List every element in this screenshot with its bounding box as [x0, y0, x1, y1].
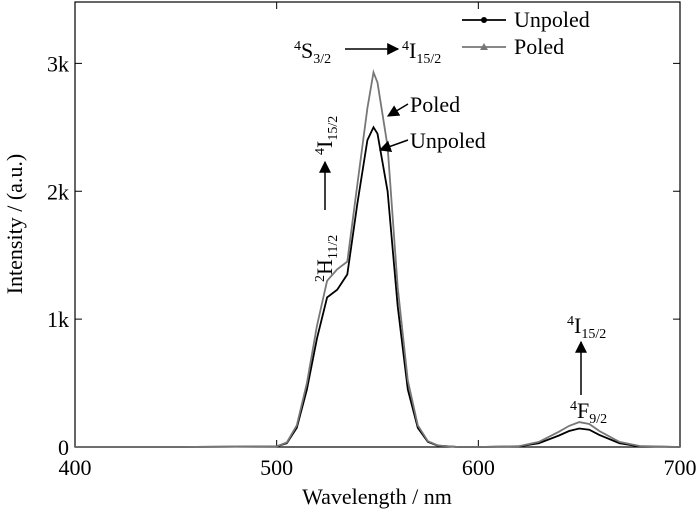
term-sub: 15/2	[326, 116, 341, 141]
legend-label: Unpoled	[514, 7, 590, 32]
legend-marker	[480, 43, 488, 50]
term-sup: 4	[402, 39, 409, 54]
term-base: I	[312, 141, 337, 148]
term-sup: 4	[294, 39, 301, 54]
transition-label: 4I15/2	[567, 313, 606, 342]
term-sup: 4	[570, 399, 577, 414]
term-sup: 2	[313, 275, 328, 282]
y-tick-label: 2k	[47, 179, 69, 204]
x-axis-label: Wavelength / nm	[302, 484, 452, 509]
y-tick-label: 3k	[47, 51, 69, 76]
term-sup: 4	[313, 148, 328, 155]
plot-frame	[74, 1, 681, 448]
transition-label: 4I15/2	[312, 116, 341, 155]
term-sub: 15/2	[581, 327, 606, 342]
term-sub: 3/2	[313, 52, 331, 67]
curve-label: Poled	[410, 92, 460, 117]
term-base: H	[312, 259, 337, 275]
transition-label: 4F9/2	[570, 398, 607, 427]
term-base: I	[409, 38, 416, 63]
legend-marker	[481, 17, 487, 23]
series-line	[75, 125, 681, 448]
x-tick-label: 700	[664, 455, 697, 480]
transition-label: 4I15/2	[402, 38, 441, 67]
curve-arrow	[386, 103, 409, 117]
x-tick-label: 500	[260, 455, 293, 480]
transition-label: 2H11/2	[312, 235, 341, 282]
term-base: F	[577, 398, 589, 423]
x-tick-label: 600	[462, 455, 495, 480]
y-tick-label: 1k	[47, 307, 69, 332]
term-sub: 15/2	[416, 52, 441, 67]
term-sup: 4	[567, 314, 574, 329]
term-sub: 11/2	[326, 235, 341, 259]
term-base: I	[574, 313, 581, 338]
x-tick-label: 400	[59, 455, 92, 480]
curve-arrow	[378, 139, 409, 153]
y-axis-label: Intensity / (a.u.)	[2, 154, 27, 295]
curve-label: Unpoled	[410, 128, 486, 153]
legend-label: Poled	[514, 34, 564, 59]
y-tick-label: 0	[58, 435, 69, 460]
term-sub: 9/2	[589, 412, 607, 427]
term-base: S	[301, 38, 313, 63]
series-line	[75, 68, 681, 448]
transition-label: 4S3/2	[294, 38, 331, 67]
